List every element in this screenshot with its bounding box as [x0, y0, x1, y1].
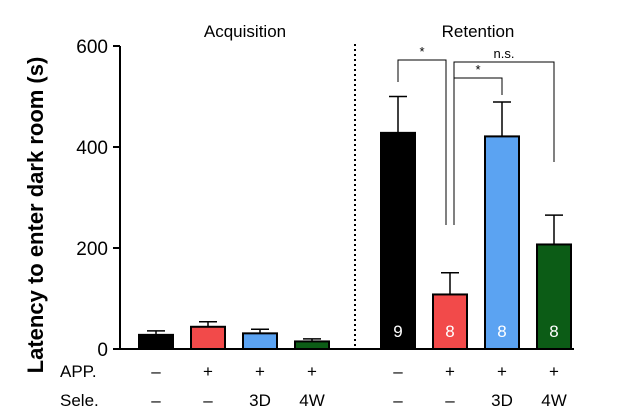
y-axis-label: Latency to enter dark room (s) [23, 57, 48, 374]
bar [190, 325, 226, 350]
bar [484, 135, 520, 350]
sele-condition-label: 4W [541, 391, 567, 410]
sele-condition-label: 3D [491, 391, 513, 410]
sele-condition-label: – [445, 391, 455, 410]
sele-condition-label: – [393, 391, 403, 410]
significance-label: * [419, 44, 424, 59]
y-tick-label: 600 [76, 37, 108, 58]
n-label: 9 [393, 322, 402, 341]
significance-group: * * n.s. [397, 44, 555, 225]
n-label: 8 [549, 322, 558, 341]
significance-label: n.s. [494, 46, 515, 61]
y-tick-label: 400 [76, 138, 108, 159]
app-condition-label: – [393, 362, 403, 381]
bar [380, 131, 416, 350]
app-condition-label: – [151, 362, 161, 381]
row-label-app: APP. [60, 362, 97, 381]
n-label: 8 [445, 322, 454, 341]
sele-condition-label: 4W [299, 391, 325, 410]
panel-label-retention: Retention [442, 22, 515, 41]
significance-label: * [475, 62, 480, 77]
bar [536, 243, 572, 350]
panel-label-acquisition: Acquisition [204, 22, 286, 41]
y-tick-label: 0 [97, 340, 108, 361]
n-label: 8 [497, 322, 506, 341]
sele-condition-label: – [203, 391, 213, 410]
bar [242, 332, 278, 351]
sele-condition-label: – [151, 391, 161, 410]
bar [138, 333, 174, 350]
bar [432, 293, 468, 350]
app-condition-label: + [549, 362, 559, 381]
bars-group: 9 8 8 8 [138, 95, 572, 351]
app-condition-label: + [255, 362, 265, 381]
app-condition-label: + [203, 362, 213, 381]
condition-labels: – – + – +3D +4W – – + – +3D +4W [151, 362, 566, 410]
sele-condition-label: 3D [249, 391, 271, 410]
y-tick-label: 200 [76, 239, 108, 260]
row-label-sele: Sele. [60, 391, 99, 410]
app-condition-label: + [497, 362, 507, 381]
significance-bracket [397, 59, 447, 225]
bar [294, 340, 330, 350]
app-condition-label: + [307, 362, 317, 381]
app-condition-label: + [445, 362, 455, 381]
significance-bracket [453, 61, 555, 225]
